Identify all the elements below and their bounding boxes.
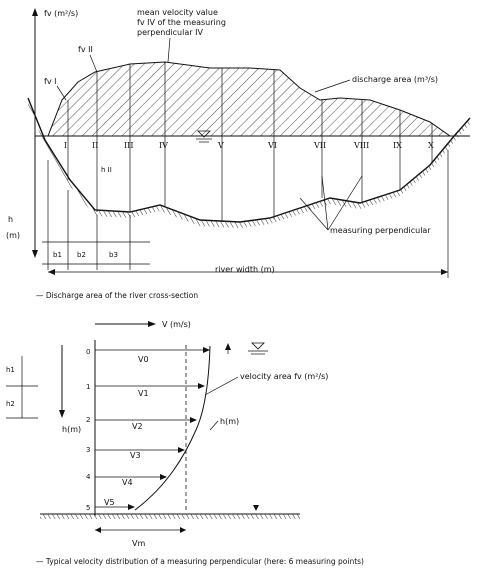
top-caption: — Discharge area of the river cross-sect… <box>36 291 198 300</box>
bottom-caption: — Typical velocity distribution of a mea… <box>36 557 364 566</box>
perp-label-1: I <box>64 141 67 150</box>
mean-note-line-3: perpendicular IV <box>137 28 203 37</box>
v5-label: V5 <box>104 498 115 507</box>
depth-arrow-icon <box>59 410 65 418</box>
velocity-arrows <box>95 347 210 510</box>
velocity-area-label: velocity area fv (m²/s) <box>240 372 328 381</box>
width-markers: b1 b2 b3 <box>42 160 150 270</box>
fv-i-label: fv I <box>44 77 56 86</box>
discharge-area <box>47 61 452 137</box>
discharge-area-label: discharge area (m³/s) <box>352 75 438 84</box>
h-m-label: h(m) <box>220 417 239 426</box>
measuring-points: 0 1 2 3 4 5 <box>86 348 91 512</box>
cross-section-diagram: fv (m²/s) h (m) <box>6 8 471 300</box>
perp-label-10: X <box>428 141 434 150</box>
fv-ii-label: fv II <box>78 45 93 54</box>
h1-label: h1 <box>6 366 15 374</box>
v-axis-label: V (m/s) <box>162 320 191 329</box>
perpendicular-lines <box>67 62 433 222</box>
water-level-icon-2 <box>251 342 265 350</box>
b1-label: b1 <box>53 251 62 259</box>
v1-label: V1 <box>138 389 149 398</box>
point-5: 5 <box>86 504 90 512</box>
perpendicular-labels: I II III IV V VI VII VIII IX X <box>64 141 434 150</box>
perp-label-5: V <box>217 141 224 150</box>
perp-label-2: II <box>92 141 98 150</box>
point-2: 2 <box>86 416 90 424</box>
bottom-bed-soil <box>40 514 300 519</box>
point-1: 1 <box>86 383 90 391</box>
measuring-perpendicular-label: measuring perpendicular <box>330 226 431 235</box>
v-axis-arrow-icon <box>148 321 156 327</box>
mean-note-line-1: mean velocity value <box>137 8 218 17</box>
perp-label-7: VII <box>313 141 326 150</box>
fv-axis-label: fv (m²/s) <box>44 9 78 18</box>
b3-label: b3 <box>109 251 118 259</box>
point-0: 0 <box>86 348 90 356</box>
velocity-profile-diagram: V (m/s) h(m) h1 h2 0 1 2 3 4 5 <box>6 320 364 566</box>
perp-label-6: VI <box>267 141 277 150</box>
h-m-axis-label: h(m) <box>62 425 81 434</box>
mean-note-pointer <box>167 37 171 63</box>
depth-axis-arrow-icon <box>32 250 38 258</box>
v3-label: V3 <box>130 451 141 460</box>
fv-axis-arrow-icon <box>32 8 38 16</box>
h2-label: h2 <box>6 400 15 408</box>
depth-axis-label: h <box>8 215 13 224</box>
b2-label: b2 <box>77 251 86 259</box>
vm-label: Vm <box>132 539 145 548</box>
depth-axis-unit: (m) <box>6 231 20 240</box>
v2-label: V2 <box>132 422 143 431</box>
river-width-label: river width (m) <box>215 265 275 274</box>
velocity-curve <box>134 345 211 511</box>
h-ii-label: h II <box>101 166 112 174</box>
perp-label-8: VIII <box>353 141 369 150</box>
velocity-labels: V0 V1 V2 V3 V4 V5 <box>104 355 149 507</box>
point-3: 3 <box>86 446 90 454</box>
mean-note-line-2: fv IV of the measuring <box>137 18 226 27</box>
v0-label: V0 <box>138 355 149 364</box>
perp-label-4: IV <box>159 141 168 150</box>
point-4: 4 <box>86 473 91 481</box>
v4-label: V4 <box>122 478 133 487</box>
perp-label-9: IX <box>393 141 402 150</box>
perp-label-3: III <box>124 141 133 150</box>
